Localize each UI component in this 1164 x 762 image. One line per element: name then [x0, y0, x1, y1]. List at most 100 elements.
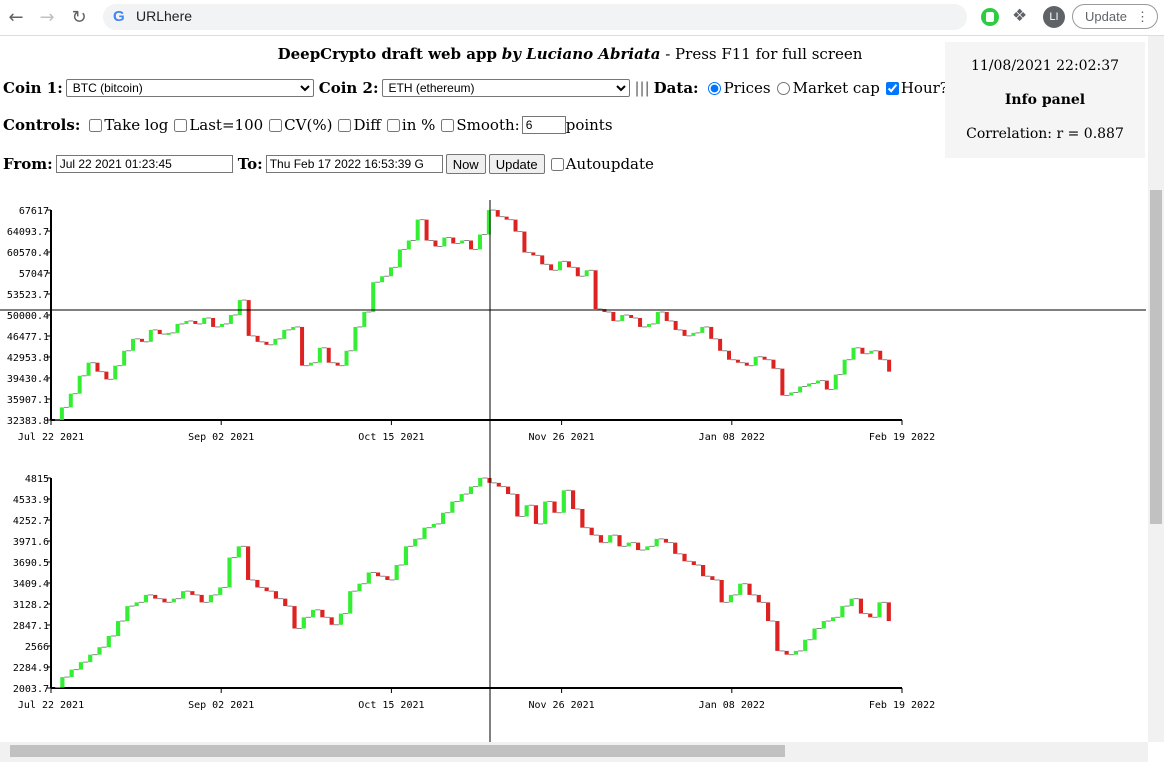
price-bar-down: [611, 312, 616, 321]
price-bar-up: [143, 594, 149, 603]
price-bar-down: [329, 617, 334, 625]
coin1-select[interactable]: BTC (bitcoin): [65, 79, 314, 97]
marketcap-radio[interactable]: [776, 81, 790, 95]
price-bar-up: [477, 234, 482, 250]
y-tick-label: 42953.8: [7, 353, 49, 364]
btc-chart[interactable]: 67617 64093.7 60570.4 57047 53523.7 50000.4 46…: [0, 200, 1148, 470]
price-bar-down: [663, 538, 669, 543]
price-bar-down: [95, 362, 100, 372]
price-bar-down: [246, 546, 251, 580]
price-bar-up: [125, 606, 130, 622]
url-text[interactable]: URLhere: [136, 8, 193, 24]
price-bar-down: [139, 338, 144, 342]
extension-icon[interactable]: [981, 8, 999, 26]
forward-arrow-icon[interactable]: →: [39, 7, 55, 28]
takelog-checkbox[interactable]: [89, 118, 103, 132]
autoupdate-checkbox[interactable]: [550, 157, 564, 171]
coin2-select[interactable]: ETH (ethereum): [381, 79, 630, 97]
price-bar-up: [441, 512, 446, 524]
last100-checkbox[interactable]: [174, 118, 188, 132]
price-bar-up: [371, 282, 376, 313]
price-bar-down: [638, 317, 643, 327]
controls-label: Controls:: [3, 116, 81, 134]
info-datetime: 11/08/2021 22:02:37: [970, 58, 1120, 74]
price-bar-up: [148, 329, 153, 342]
smooth-label: Smooth:: [456, 116, 520, 134]
horizontal-scroll-thumb[interactable]: [10, 745, 785, 757]
price-bar-up: [366, 572, 371, 584]
price-bar-up: [175, 323, 180, 333]
price-bar-down: [385, 576, 390, 580]
browser-update-button[interactable]: Update ⋮: [1072, 4, 1158, 29]
price-bar-down: [719, 579, 724, 603]
hour-checkbox[interactable]: [885, 81, 899, 95]
reload-icon[interactable]: ↻: [71, 7, 87, 28]
price-bar-down: [533, 505, 539, 524]
coin1-label: Coin 1:: [3, 79, 63, 97]
prices-radio[interactable]: [707, 81, 721, 95]
price-bar-up: [422, 527, 427, 539]
price-bar-up: [459, 494, 464, 502]
update-button[interactable]: Update: [488, 154, 545, 174]
page-title: DeepCrypto draft web app by Luciano Abri…: [0, 45, 1140, 63]
price-bar-up: [415, 219, 420, 241]
x-tick-label: Sep 02 2021: [188, 700, 254, 711]
price-bar-down: [469, 240, 474, 250]
takelog-label: Take log: [104, 116, 169, 134]
price-bar-up: [166, 332, 171, 335]
price-bar-up: [793, 650, 799, 655]
eth-chart[interactable]: 4815 4533.9 4252.7 3971.6 3690.5 3409.4 3128.2…: [0, 468, 1148, 738]
price-bar-down: [718, 338, 723, 351]
from-input[interactable]: [55, 155, 233, 173]
price-bar-up: [460, 240, 465, 244]
price-bar-up: [208, 594, 214, 603]
y-tick-label: 3409.4: [13, 579, 49, 590]
price-bar-down: [580, 508, 585, 528]
price-bar-up: [798, 386, 803, 393]
price-bar-down: [824, 380, 829, 390]
x-tick-label: Jul 22 2021: [18, 700, 84, 711]
avatar[interactable]: LI: [1043, 6, 1065, 28]
price-bar-down: [451, 237, 456, 244]
price-bar-up: [181, 591, 186, 599]
cv-checkbox[interactable]: [269, 118, 283, 132]
price-bar-down: [496, 482, 501, 487]
diff-checkbox[interactable]: [338, 118, 352, 132]
price-bar-up: [311, 609, 316, 618]
smooth-checkbox[interactable]: [441, 118, 455, 132]
price-bar-up: [218, 587, 223, 595]
price-bar-up: [348, 591, 353, 614]
price-bar-down: [780, 368, 785, 396]
back-arrow-icon[interactable]: ←: [8, 7, 24, 28]
x-tick-label: Jan 08 2022: [699, 432, 765, 443]
address-bar[interactable]: G URLhere: [103, 4, 967, 30]
y-tick-label: 67617: [19, 206, 49, 217]
puzzle-icon[interactable]: ❖: [1012, 6, 1028, 26]
price-bar-up: [486, 210, 491, 235]
y-tick-label: 3971.6: [13, 537, 49, 548]
price-bar-down: [727, 350, 732, 360]
price-bar-up: [753, 356, 758, 366]
price-bar-down: [575, 267, 580, 277]
app-name: DeepCrypto draft web app: [277, 45, 497, 63]
y-tick-label: 60570.4: [7, 248, 49, 259]
google-icon: G: [113, 8, 125, 25]
price-bar-down: [682, 329, 687, 336]
smooth-input[interactable]: [521, 116, 566, 134]
price-bar-down: [264, 587, 269, 592]
price-bar-up: [171, 598, 176, 603]
price-bar-up: [626, 542, 631, 547]
price-bar-up: [869, 350, 874, 354]
price-bar-up: [561, 490, 566, 513]
inpct-checkbox[interactable]: [386, 118, 400, 132]
price-bar-down: [104, 371, 109, 380]
vertical-scroll-thumb[interactable]: [1150, 190, 1162, 524]
price-bar-up: [840, 606, 845, 618]
price-bar-up: [851, 347, 856, 360]
now-button[interactable]: Now: [445, 154, 486, 174]
price-bar-up: [584, 270, 589, 277]
price-bar-up: [202, 317, 207, 324]
price-bar-down: [162, 598, 167, 603]
to-input[interactable]: [265, 155, 443, 173]
y-tick-label: 50000.4: [7, 311, 49, 322]
